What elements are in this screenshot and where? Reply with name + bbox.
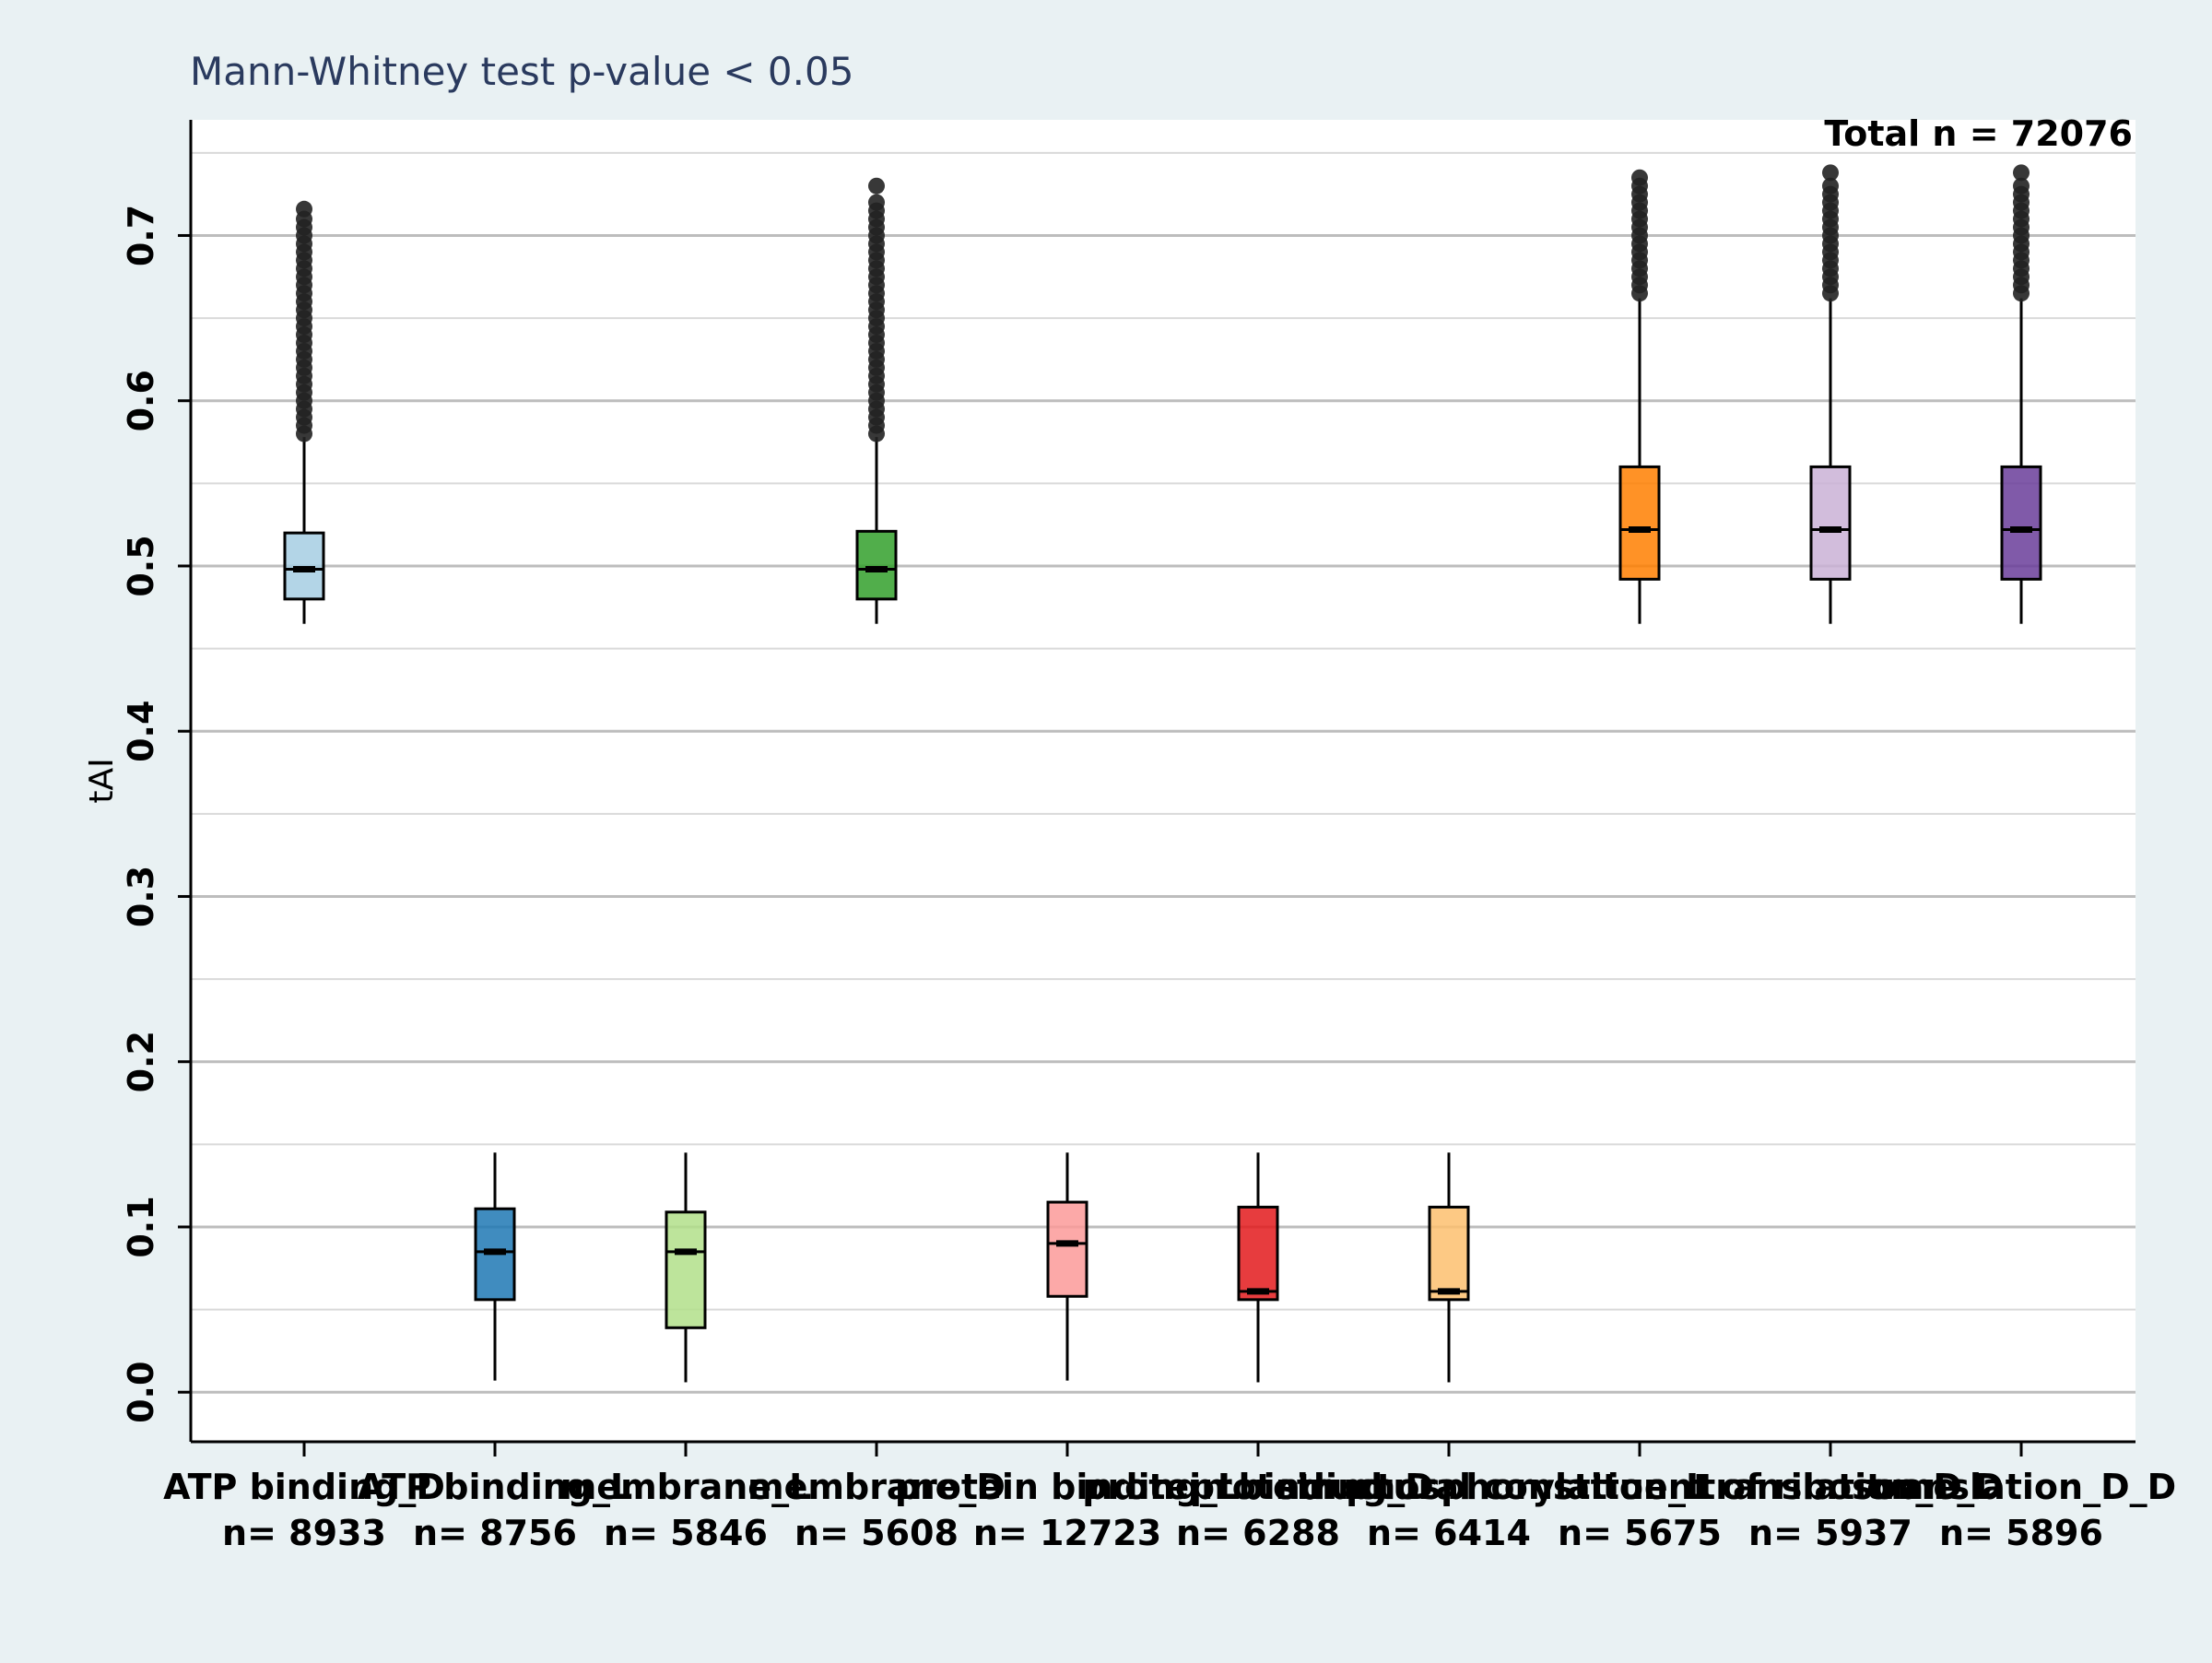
x-tick-label: ATP binding_D — [163, 1467, 445, 1507]
box-iqr — [1428, 1205, 1470, 1302]
x-count-label: n= 5937 — [1748, 1513, 1912, 1553]
x-count-label: n= 6288 — [1176, 1513, 1340, 1553]
y-tick-label: 0.6 — [121, 370, 161, 431]
total-n-annotation: Total n = 72076 — [1824, 113, 2133, 154]
outlier-point — [1631, 169, 1648, 186]
box-group — [283, 200, 325, 624]
x-count-label: n= 8756 — [413, 1513, 577, 1553]
x-tick-label: protein binding_D — [1082, 1467, 1434, 1507]
y-tick-label: 0.1 — [121, 1196, 161, 1257]
y-tick-label: 0.0 — [121, 1362, 161, 1423]
outlier-point — [868, 177, 885, 195]
x-tick-label: translation_D — [1699, 1467, 1962, 1507]
y-tick-label: 0.3 — [121, 866, 161, 927]
x-tick-label: protein binding_L — [895, 1467, 1240, 1507]
y-tick-label: 0.5 — [121, 535, 161, 596]
axis-layer: 0.0 0.1 0.2 0.3 0.4 0.5 0.6 0.7 ATP binding_D n= … — [121, 120, 2176, 1553]
x-tick-label: membrane_L — [560, 1467, 812, 1507]
box-iqr — [855, 529, 898, 601]
box-group — [665, 1152, 707, 1383]
x-count-label: n= 8933 — [222, 1513, 386, 1553]
y-tick-label: 0.4 — [121, 701, 161, 762]
box-group — [1809, 164, 1852, 624]
box-iqr — [474, 1207, 516, 1302]
box-group — [1428, 1152, 1470, 1383]
box-iqr — [1809, 465, 1852, 581]
box-iqr — [665, 1210, 707, 1329]
box-iqr — [1618, 465, 1661, 581]
box-iqr — [283, 531, 325, 601]
y-tick-label: 0.2 — [121, 1031, 161, 1092]
y-tick-label: 0.7 — [121, 205, 161, 266]
x-tick-label: structural constituent of ribosome_D — [1276, 1467, 2003, 1507]
x-count-label: n= 5675 — [1558, 1513, 1722, 1553]
x-count-label: n= 5896 — [1939, 1513, 2103, 1553]
x-tick-label: protein phosphorylation_L — [1190, 1467, 1708, 1507]
box-group — [1046, 1152, 1088, 1381]
x-count-label: n= 12723 — [973, 1513, 1161, 1553]
x-tick-label: membrane_D — [747, 1467, 1006, 1507]
x-count-label: n= 5608 — [794, 1513, 959, 1553]
outlier-point — [2013, 164, 2030, 182]
x-count-label: n= 5846 — [604, 1513, 768, 1553]
box-iqr — [1237, 1205, 1279, 1302]
x-count-label: n= 6414 — [1367, 1513, 1531, 1553]
x-tick-label: ATP binding_L — [358, 1467, 632, 1507]
box-group — [1618, 169, 1661, 624]
box-group — [1237, 1152, 1279, 1383]
box-group — [855, 177, 898, 624]
box-group — [2000, 164, 2042, 624]
chart-subtitle: Mann-Whitney test p-value < 0.05 — [190, 49, 853, 94]
box-group — [474, 1152, 516, 1381]
outlier-point — [2013, 177, 2030, 195]
x-tick-label: translation_D_D — [1866, 1467, 2176, 1507]
box-iqr — [1046, 1200, 1088, 1298]
y-axis-label: tAI — [83, 758, 121, 803]
box-iqr — [2000, 465, 2042, 581]
outlier-point — [296, 200, 312, 218]
outlier-point — [868, 194, 885, 211]
box-layer — [283, 164, 2042, 1383]
outlier-point — [1822, 164, 1839, 182]
outlier-point — [1822, 177, 1839, 195]
